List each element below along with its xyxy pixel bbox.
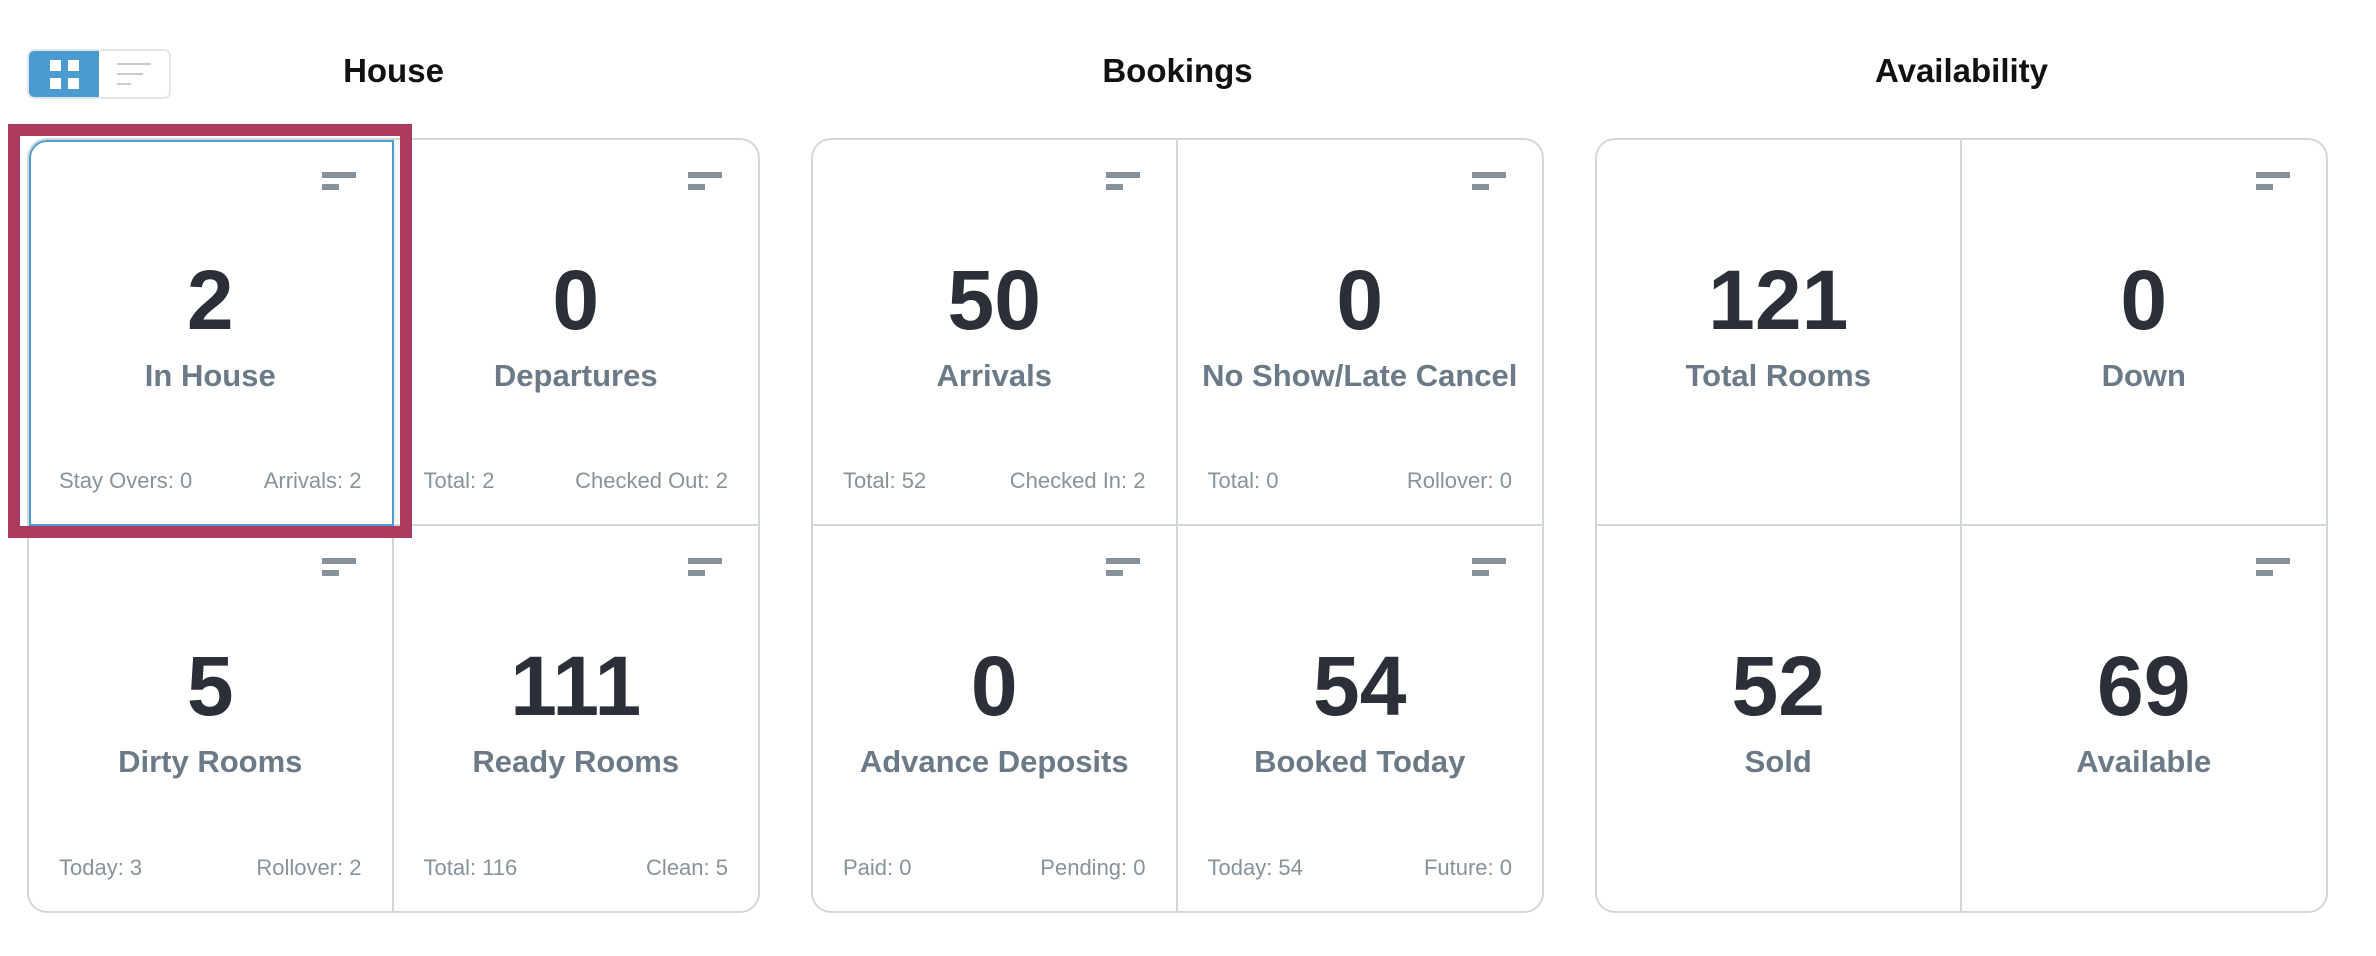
sort-menu-icon[interactable] — [1472, 557, 1506, 578]
card-availability: 121 Total Rooms 0 Down 52 Sold 69 Available — [1595, 138, 2328, 913]
tile-footer-stat: Checked Out: 2 — [575, 467, 728, 493]
tile-footer-stat: Total: 0 — [1207, 467, 1279, 493]
sort-menu-icon[interactable] — [1105, 557, 1140, 578]
tile-label: Advance Deposits — [859, 743, 1129, 779]
tile-booked-today[interactable]: 54 Booked Today Today: 54 Future: 0 — [1178, 526, 1543, 912]
tile-label: Dirty Rooms — [118, 743, 303, 779]
section-title-availability: Availability — [1874, 52, 2048, 89]
tile-footer-stat: Total: 116 — [423, 855, 518, 880]
sort-menu-icon[interactable] — [321, 172, 356, 192]
tile-footer-stat: Stay Overs: 0 — [59, 467, 193, 493]
tile-label: In House — [144, 358, 276, 393]
tile-label: Down — [2101, 358, 2186, 393]
tile-value: 69 — [2097, 638, 2191, 733]
list-icon — [117, 63, 151, 85]
tile-total-rooms[interactable]: 121 Total Rooms — [1597, 140, 1962, 526]
tile-footer-stat: Total: 2 — [423, 467, 495, 493]
tile-footer-stat: Total: 52 — [843, 467, 927, 493]
tile-departures[interactable]: 0 Departures Total: 2 Checked Out: 2 — [393, 140, 758, 526]
tile-advance-deposits[interactable]: 0 Advance Deposits Paid: 0 Pending: 0 — [813, 525, 1178, 911]
section-title-house: House — [343, 52, 444, 89]
tile-dirty-rooms[interactable]: 5 Dirty Rooms Today: 3 Rollover: 2 — [29, 525, 394, 911]
section-title-bookings: Bookings — [1102, 52, 1253, 89]
tile-value: 0 — [970, 638, 1018, 733]
tile-footer-stat: Today: 3 — [59, 855, 143, 880]
card-bookings: 50 Arrivals Total: 52 Checked In: 2 0 No Show… — [811, 138, 1544, 913]
tile-value: 54 — [1313, 638, 1407, 733]
tile-footer-stat: Future: 0 — [1423, 855, 1512, 880]
tile-footer-stat: Paid: 0 — [843, 855, 912, 880]
tile-footer-stat: Today: 54 — [1207, 855, 1303, 880]
tile-footer-stat: Pending: 0 — [1040, 855, 1146, 880]
tile-footer-stat: Clean: 5 — [646, 855, 728, 880]
tile-footer: Today: 54 Future: 0 — [1208, 855, 1513, 881]
sort-menu-icon[interactable] — [2256, 557, 2290, 578]
tile-value: 50 — [947, 253, 1041, 347]
tile-footer: Total: 116 Clean: 5 — [424, 855, 729, 881]
sort-menu-icon[interactable] — [688, 172, 722, 192]
tile-footer-stat: Rollover: 0 — [1406, 467, 1512, 493]
sort-menu-icon[interactable] — [1105, 172, 1140, 192]
tile-footer: Total: 52 Checked In: 2 — [843, 468, 1146, 494]
tile-footer: Total: 0 Rollover: 0 — [1208, 468, 1513, 494]
tile-value: 0 — [2120, 253, 2168, 347]
tile-down[interactable]: 0 Down — [1961, 140, 2326, 526]
tile-footer: Stay Overs: 0 Arrivals: 2 — [59, 468, 362, 494]
tile-ready-rooms[interactable]: 111 Ready Rooms Total: 116 Clean: 5 — [394, 526, 759, 912]
tile-label: Departures — [493, 358, 658, 393]
view-toggle — [27, 49, 171, 99]
tile-value: 2 — [186, 253, 234, 347]
tile-footer: Paid: 0 Pending: 0 — [843, 855, 1146, 881]
tile-value: 121 — [1708, 253, 1849, 347]
sort-menu-icon[interactable] — [321, 557, 356, 578]
tile-available[interactable]: 69 Available — [1962, 526, 2327, 912]
sort-menu-icon[interactable] — [688, 557, 722, 578]
tile-label: Total Rooms — [1685, 358, 1871, 393]
tile-footer-stat: Rollover: 2 — [256, 855, 362, 880]
tile-label: Arrivals — [936, 358, 1052, 393]
grid-icon — [49, 59, 79, 89]
list-view-button[interactable] — [99, 51, 169, 97]
tile-label: Available — [2076, 743, 2212, 779]
tile-footer: Today: 3 Rollover: 2 — [59, 855, 362, 881]
sort-menu-icon[interactable] — [2256, 172, 2290, 192]
grid-view-button[interactable] — [29, 51, 99, 97]
tile-label: No Show/Late Cancel — [1202, 358, 1518, 393]
tile-footer: Total: 2 Checked Out: 2 — [424, 468, 729, 494]
card-house: 2 In House Stay Overs: 0 Arrivals: 2 0 Depart… — [27, 138, 760, 913]
tile-label: Ready Rooms — [472, 743, 680, 779]
sort-menu-icon[interactable] — [1472, 172, 1506, 192]
tile-no-show-late-cancel[interactable]: 0 No Show/Late Cancel Total: 0 Rollover: 0 — [1177, 140, 1542, 526]
tile-footer-stat: Arrivals: 2 — [263, 467, 362, 493]
tile-arrivals[interactable]: 50 Arrivals Total: 52 Checked In: 2 — [813, 140, 1178, 526]
tile-value: 5 — [186, 638, 234, 733]
tile-sold[interactable]: 52 Sold — [1597, 525, 1962, 911]
tile-footer-stat: Checked In: 2 — [1009, 467, 1146, 493]
tile-label: Sold — [1744, 743, 1812, 779]
tile-value: 52 — [1731, 638, 1825, 733]
tile-label: Booked Today — [1254, 743, 1466, 779]
tile-in-house[interactable]: 2 In House Stay Overs: 0 Arrivals: 2 — [29, 140, 394, 526]
tile-value: 0 — [552, 253, 600, 347]
tile-value: 0 — [1336, 253, 1384, 347]
tile-value: 111 — [510, 638, 642, 733]
